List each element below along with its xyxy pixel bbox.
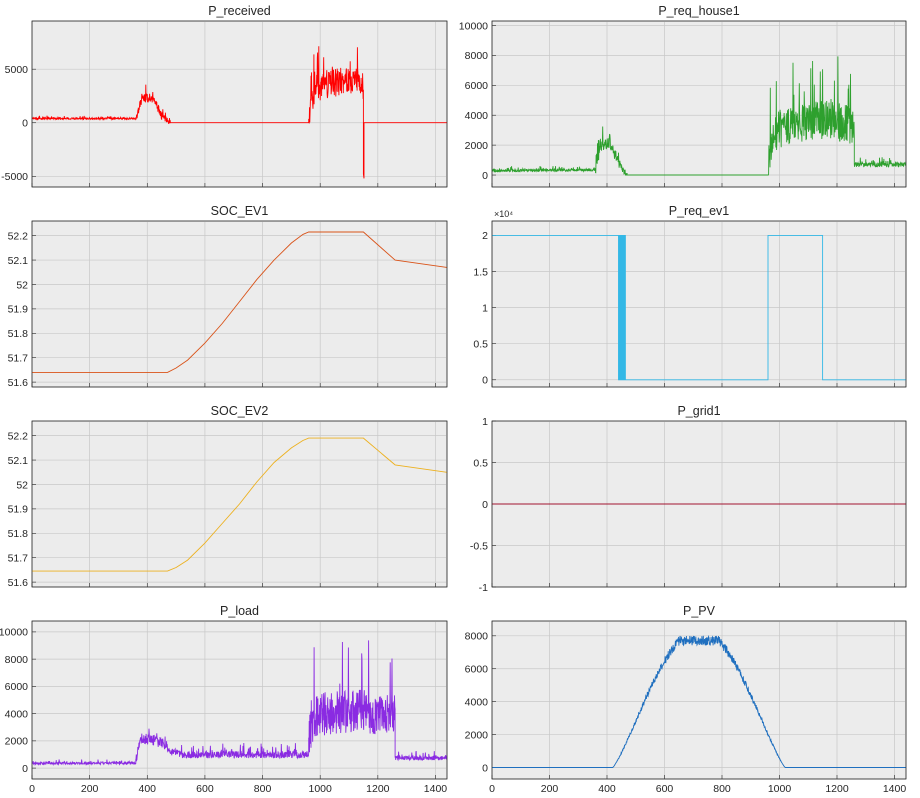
chart-title: SOC_EV1 xyxy=(211,204,269,218)
y-tick-label: 1 xyxy=(482,416,488,428)
y-tick-label: 52.2 xyxy=(8,230,29,242)
x-tick-label: 1400 xyxy=(883,783,907,795)
series-line-soc_ev2 xyxy=(32,437,447,572)
chart-title: P_load xyxy=(220,604,259,618)
y-tick-label: 8000 xyxy=(5,654,29,666)
axes-border xyxy=(31,620,448,780)
y-tick-label: 0.5 xyxy=(473,457,488,469)
series-line-p_load xyxy=(32,640,447,767)
axes-border xyxy=(491,620,907,780)
y-tick-label: 0 xyxy=(482,762,488,774)
y-tick-label: 6000 xyxy=(5,681,29,693)
y-tick-label: -0.5 xyxy=(470,540,488,552)
x-tick-label: 1000 xyxy=(768,783,792,795)
series-line-soc_ev1 xyxy=(32,231,447,373)
y-tick-label: 0 xyxy=(482,499,488,511)
y-tick-label: 0 xyxy=(482,375,488,387)
x-tick-label: 800 xyxy=(254,783,272,795)
y-tick-label: 1 xyxy=(482,302,488,314)
x-tick-label: 800 xyxy=(713,783,731,795)
panel-p_pv: P_PV 0 2000 4000 6000 8000 0 200 400 600 800 1000 12… xyxy=(465,604,907,795)
chart-title: P_received xyxy=(208,4,271,18)
y-tick-label: -5000 xyxy=(1,171,28,183)
y-tick-label: 0 xyxy=(22,763,28,775)
y-tick-label: 51.6 xyxy=(8,377,29,389)
axes-border xyxy=(31,420,448,588)
panel-p_load: P_load 0 2000 4000 6000 8000 10000 0 200 400 600 80… xyxy=(0,604,447,795)
x-tick-label: 200 xyxy=(541,783,559,795)
x-tick-label: 600 xyxy=(196,783,214,795)
y-tick-label: 2 xyxy=(482,230,488,242)
y-tick-label: 2000 xyxy=(5,736,29,748)
y-tick-label: 10000 xyxy=(0,627,28,639)
y-tick-label: 4000 xyxy=(5,708,29,720)
y-tick-label: 10000 xyxy=(459,20,488,32)
x-tick-label: 0 xyxy=(489,783,495,795)
y-tick-label: 0 xyxy=(22,118,28,130)
y-tick-label: 6000 xyxy=(465,664,489,676)
chart-title: P_req_ev1 xyxy=(669,204,730,218)
series-line-p_req_house1 xyxy=(492,56,906,176)
panel-soc_ev2: SOC_EV2 51.6 51.7 51.8 51.9 52 52.1 52.2 xyxy=(8,404,448,589)
y-tick-label: 51.8 xyxy=(8,328,29,340)
x-tick-label: 1200 xyxy=(825,783,849,795)
y-tick-label: 52.1 xyxy=(8,255,29,267)
y-tick-label: 2000 xyxy=(465,729,489,741)
y-tick-label: 4000 xyxy=(465,110,489,122)
axes-border xyxy=(491,420,907,588)
chart-title: SOC_EV2 xyxy=(211,404,269,418)
series-line-p_req_ev1 xyxy=(492,234,906,381)
x-tick-label: 1000 xyxy=(309,783,333,795)
panel-p_req_house1: P_req_house1 0 2000 4000 6000 8000 10000 xyxy=(459,4,907,188)
x-tick-label: 1200 xyxy=(366,783,390,795)
axes-background xyxy=(491,220,907,388)
y-tick-label: 52 xyxy=(16,279,28,291)
chart-title: P_req_house1 xyxy=(658,4,739,18)
series-line-p_pv xyxy=(492,634,906,768)
axes-background xyxy=(491,20,907,188)
series-line-p_received xyxy=(32,46,447,179)
y-tick-label: 51.7 xyxy=(8,553,29,565)
panel-p_req_ev1: P_req_ev1 0 0.5 1 1.5 2 ×10⁴ xyxy=(473,204,907,388)
x-tick-label: 400 xyxy=(598,783,616,795)
chart-title: P_PV xyxy=(683,604,716,618)
y-tick-label: 5000 xyxy=(5,64,29,76)
axes-background xyxy=(31,220,448,388)
panel-p_received: P_received -5000 0 5000 xyxy=(1,4,448,188)
x-tick-label: 600 xyxy=(656,783,674,795)
y-tick-label: 6000 xyxy=(465,80,489,92)
y-tick-label: 0.5 xyxy=(473,338,488,350)
y-tick-label: 51.7 xyxy=(8,353,29,365)
y-tick-label: 4000 xyxy=(465,696,489,708)
axes-border xyxy=(31,220,448,388)
panel-soc_ev1: SOC_EV1 51.6 51.7 51.8 51.9 52 52.1 52.2 xyxy=(8,204,448,389)
y-tick-label: 8000 xyxy=(465,631,489,643)
y-tick-label: -1 xyxy=(479,582,488,594)
axes-border xyxy=(491,20,907,188)
y-tick-label: 52 xyxy=(16,479,28,491)
axes-border xyxy=(491,220,907,388)
y-exponent-label: ×10⁴ xyxy=(494,209,513,219)
y-tick-label: 52.2 xyxy=(8,430,29,442)
y-tick-label: 1.5 xyxy=(473,266,488,278)
x-tick-label: 1400 xyxy=(424,783,448,795)
y-tick-label: 51.9 xyxy=(8,304,29,316)
y-tick-label: 52.1 xyxy=(8,455,29,467)
x-tick-label: 200 xyxy=(81,783,99,795)
y-tick-label: 8000 xyxy=(465,50,489,62)
panel-p_grid1: P_grid1 -1 -0.5 0 0.5 1 xyxy=(470,404,907,594)
x-tick-label: 400 xyxy=(139,783,157,795)
y-tick-label: 51.6 xyxy=(8,577,29,589)
y-tick-label: 51.8 xyxy=(8,528,29,540)
x-tick-label: 0 xyxy=(29,783,35,795)
y-tick-label: 51.9 xyxy=(8,504,29,516)
y-tick-label: 2000 xyxy=(465,140,489,152)
axes-border xyxy=(31,20,448,188)
chart-title: P_grid1 xyxy=(677,404,720,418)
y-tick-label: 0 xyxy=(482,170,488,182)
axes-background xyxy=(31,20,448,188)
